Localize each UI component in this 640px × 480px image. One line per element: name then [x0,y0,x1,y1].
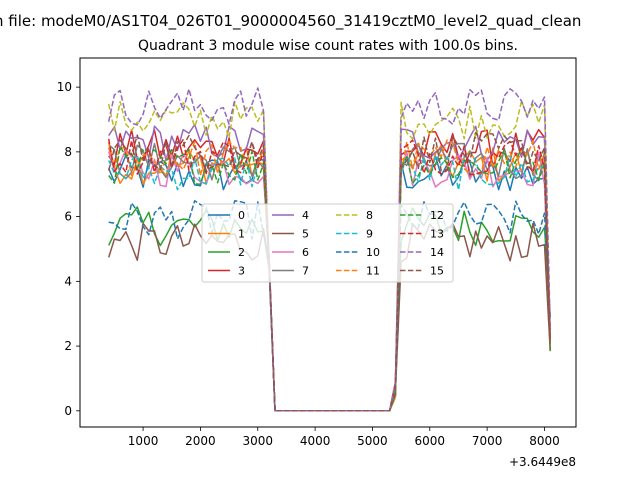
legend-label-7: 7 [302,265,309,278]
y-tick-label: 0 [64,404,72,418]
legend-label-11: 11 [366,265,380,278]
series-line-15 [107,131,551,412]
legend-label-13: 13 [430,228,444,241]
legend-label-5: 5 [302,228,309,241]
plot-lines [107,87,551,412]
legend-label-9: 9 [366,228,373,241]
plot-area-frame [79,57,577,428]
x-tick-label: 1000 [128,434,159,448]
x-tick-label: 8000 [529,434,560,448]
legend-label-2: 2 [238,246,245,259]
y-axis: 0 2 4 6 8 10 [57,80,80,418]
x-tick-label: 4000 [300,434,331,448]
series-line-14 [107,87,551,412]
series-line-13 [107,138,551,412]
figure-suptitle: n file: modeM0/AS1T04_026T01_9000004560_… [0,12,581,31]
legend-label-1: 1 [238,228,245,241]
x-tick-label: 7000 [472,434,503,448]
y-tick-label: 2 [64,339,72,353]
x-tick-label: 2000 [185,434,216,448]
y-tick-label: 10 [57,80,72,94]
y-tick-label: 4 [64,274,72,288]
y-tick-label: 6 [64,210,72,224]
series-line-0 [108,154,551,412]
legend-label-15: 15 [430,265,444,278]
legend-label-0: 0 [238,209,245,222]
y-tick-label: 8 [64,145,72,159]
x-tick-label: 6000 [415,434,446,448]
legend-label-8: 8 [366,209,373,222]
legend-label-12: 12 [430,209,444,222]
x-offset-label: +3.6449e8 [509,455,576,469]
x-tick-label: 3000 [242,434,273,448]
legend-label-6: 6 [302,246,309,259]
x-axis: 1000 2000 3000 4000 5000 6000 7000 8000 [128,427,560,448]
legend-box [201,203,454,283]
x-tick-label: 5000 [357,434,388,448]
legend-label-10: 10 [366,246,380,259]
legend-label-14: 14 [430,246,444,259]
legend-label-3: 3 [238,265,245,278]
chart-title: Quadrant 3 module wise count rates with … [138,38,518,54]
legend-label-4: 4 [302,209,309,222]
series-line-11 [107,139,551,412]
